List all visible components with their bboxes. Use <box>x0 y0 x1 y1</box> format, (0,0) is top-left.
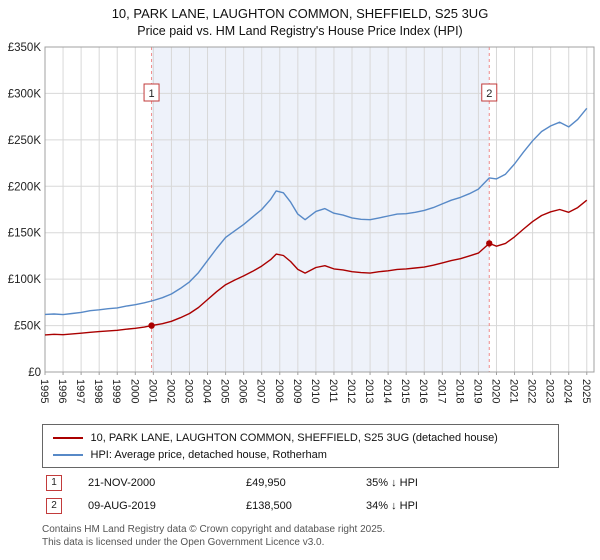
x-tick-label: 2011 <box>327 379 339 403</box>
x-tick-label: 2012 <box>345 379 357 403</box>
x-tick-label: 2015 <box>399 379 411 403</box>
x-tick-label: 2010 <box>309 379 321 403</box>
x-tick-label: 2019 <box>471 379 483 403</box>
y-tick-label: £150K <box>8 228 42 240</box>
x-tick-label: 2022 <box>526 379 538 403</box>
hpi-series-line <box>44 107 588 316</box>
x-tick-label: 2024 <box>562 379 574 403</box>
sale-1-date: 21-NOV-2000 <box>88 476 156 489</box>
x-tick-label: 2006 <box>237 379 249 403</box>
property-series-line <box>44 199 588 336</box>
footer-line-1: Contains HM Land Registry data © Crown c… <box>42 524 386 535</box>
sale-marker-box-label-1: 1 <box>148 88 154 100</box>
y-tick-label: £50K <box>14 321 41 333</box>
x-tick-label: 2013 <box>363 379 375 403</box>
sale-marker-box-2 <box>481 83 498 102</box>
x-tick-label: 2008 <box>273 379 285 403</box>
y-tick-label: £0 <box>28 367 41 379</box>
sale-1-price: £49,950 <box>246 476 286 489</box>
sale-marker-box-1 <box>143 83 160 102</box>
x-tick-label: 2007 <box>255 379 267 403</box>
sale-marker-dot <box>148 322 155 329</box>
legend-row-property: 10, PARK LANE, LAUGHTON COMMON, SHEFFIEL… <box>51 429 550 446</box>
x-tick-label: 1996 <box>56 379 68 403</box>
y-tick-label: £300K <box>8 88 42 100</box>
x-tick-label: 1997 <box>74 379 86 403</box>
y-tick-label: £250K <box>8 135 42 147</box>
sale-marker-dot <box>486 240 493 247</box>
plot-frame <box>44 46 595 373</box>
x-tick-label: 2020 <box>490 379 502 403</box>
x-tick-label: 2017 <box>435 379 447 403</box>
sale-annotation-row-2: 2 09-AUG-2019 £138,500 34% ↓ HPI <box>46 497 600 514</box>
legend-row-hpi: HPI: Average price, detached house, Roth… <box>51 446 550 463</box>
x-tick-label: 2009 <box>291 379 303 403</box>
x-tick-label: 2023 <box>544 379 556 403</box>
sale-2-price: £138,500 <box>246 499 292 512</box>
sale-1-hpi-delta: 35% ↓ HPI <box>366 476 418 489</box>
x-tick-label: 1998 <box>92 379 104 403</box>
legend-hpi-label: HPI: Average price, detached house, Roth… <box>90 448 327 461</box>
x-tick-label: 2014 <box>381 379 393 403</box>
sale-2-date: 09-AUG-2019 <box>88 499 156 512</box>
sale-annotation-row-1: 1 21-NOV-2000 £49,950 35% ↓ HPI <box>46 474 600 491</box>
x-tick-label: 2002 <box>164 379 176 403</box>
x-tick-label: 2021 <box>508 379 520 403</box>
price-history-chart: 1 2 £0 £50K £100K £150K £200K £250K £300K £350K 19… <box>8 42 595 403</box>
y-tick-label: £100K <box>8 274 42 286</box>
sale-2-hpi-delta: 34% ↓ HPI <box>366 499 418 512</box>
x-tick-label: 2001 <box>146 379 158 403</box>
sale-marker-box-label-2: 2 <box>486 88 492 100</box>
y-tick-label: £350K <box>8 42 42 54</box>
property-line-swatch <box>52 436 83 439</box>
x-tick-label: 2005 <box>219 379 231 403</box>
y-tick-label: £200K <box>8 181 42 193</box>
sale-2-number-badge: 2 <box>46 497 62 514</box>
x-tick-label: 2016 <box>417 379 429 403</box>
sale-1-number-badge: 1 <box>46 474 62 491</box>
x-tick-label: 1999 <box>110 379 122 403</box>
page-title: 10, PARK LANE, LAUGHTON COMMON, SHEFFIEL… <box>111 6 489 21</box>
hpi-line-swatch <box>52 453 83 456</box>
legend: 10, PARK LANE, LAUGHTON COMMON, SHEFFIEL… <box>41 424 559 468</box>
legend-property-label: 10, PARK LANE, LAUGHTON COMMON, SHEFFIEL… <box>90 431 498 444</box>
x-tick-label: 2018 <box>453 379 465 403</box>
x-tick-label: 2004 <box>201 379 213 403</box>
x-tick-label: 1995 <box>38 379 50 403</box>
x-tick-label: 2003 <box>183 379 195 403</box>
x-tick-label: 2000 <box>128 379 140 403</box>
license-footer: Contains HM Land Registry data © Crown c… <box>42 523 600 549</box>
footer-line-2: This data is licensed under the Open Gov… <box>42 537 325 548</box>
x-tick-label: 2025 <box>580 379 592 403</box>
page-subtitle: Price paid vs. HM Land Registry's House … <box>137 24 463 38</box>
